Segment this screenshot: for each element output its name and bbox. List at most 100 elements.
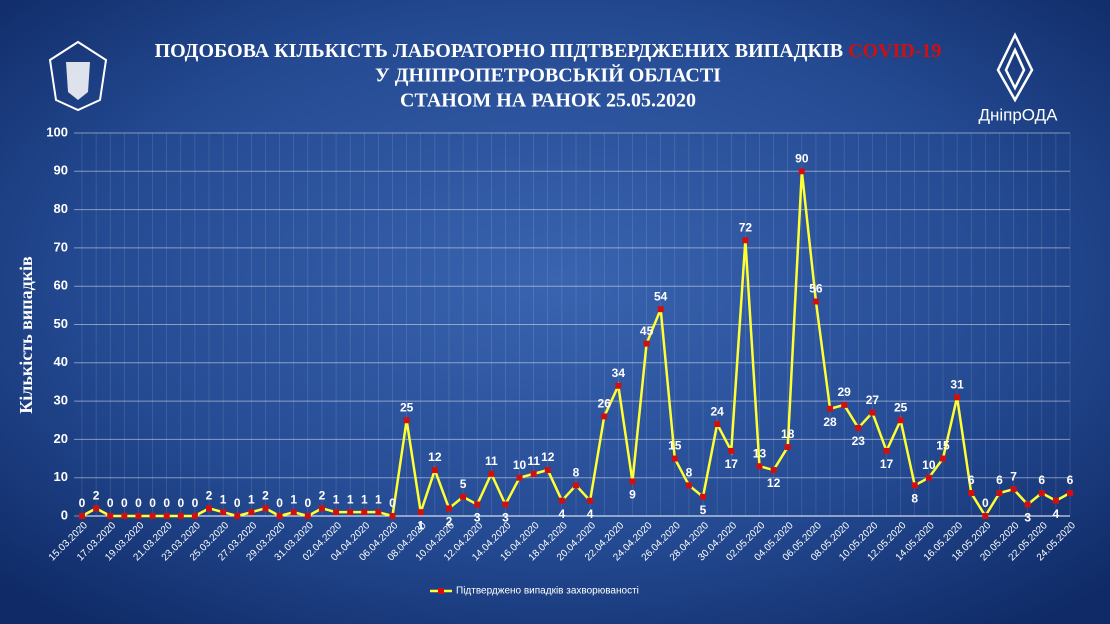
data-point (798, 168, 805, 175)
data-point (812, 298, 819, 305)
data-label: 2 (206, 489, 213, 503)
coat-of-arms (48, 40, 108, 112)
data-label: 90 (795, 151, 809, 165)
title-line: ПОДОБОВА КІЛЬКІСТЬ ЛАБОРАТОРНО ПІДТВЕРДЖ… (155, 40, 844, 62)
data-point (79, 513, 85, 519)
data-point (1067, 490, 1073, 497)
data-label: 5 (700, 503, 707, 517)
data-label: 54 (654, 289, 668, 303)
data-point (516, 474, 523, 481)
legend-label: Підтверджено випадків захворюваності (456, 586, 639, 597)
data-label: 0 (192, 496, 199, 510)
data-point (1052, 497, 1059, 504)
data-point (1024, 501, 1031, 508)
data-point (784, 444, 791, 451)
data-point (318, 505, 325, 512)
data-point (488, 470, 495, 477)
data-point (347, 509, 354, 516)
data-label: 10 (513, 458, 527, 472)
data-label: 0 (79, 496, 86, 510)
data-point (530, 470, 537, 477)
data-point (502, 501, 509, 508)
data-point (149, 513, 156, 519)
data-label: 0 (107, 496, 114, 510)
data-point (234, 513, 241, 519)
y-tick-label: 80 (54, 201, 68, 216)
data-label: 4 (559, 507, 566, 521)
data-label: 45 (640, 324, 654, 338)
data-label: 0 (177, 496, 184, 510)
data-label: 6 (1067, 473, 1074, 487)
data-label: 12 (767, 476, 781, 490)
data-label: 3 (502, 511, 509, 525)
data-point (333, 509, 340, 516)
data-point (770, 467, 777, 474)
y-tick-label: 50 (54, 316, 68, 331)
data-label: 0 (304, 496, 311, 510)
data-point (911, 482, 918, 489)
data-point (417, 509, 424, 516)
data-label: 12 (541, 450, 555, 464)
data-point (431, 467, 438, 474)
data-point (685, 482, 692, 489)
data-label: 0 (389, 496, 396, 510)
data-point (304, 513, 311, 519)
data-point (841, 401, 848, 408)
data-point (445, 505, 452, 512)
data-point (897, 417, 904, 424)
data-label: 0 (121, 496, 128, 510)
data-label: 15 (668, 439, 682, 453)
data-label: 25 (400, 400, 414, 414)
data-point (544, 467, 551, 474)
data-point (827, 405, 834, 412)
data-point (389, 513, 396, 519)
data-label: 8 (911, 492, 918, 506)
data-point (615, 382, 622, 389)
data-point (573, 482, 579, 489)
data-point (135, 513, 142, 519)
logo: ДніпрОДА (978, 32, 1058, 124)
data-label: 1 (417, 518, 424, 532)
data-label: 3 (474, 511, 481, 525)
data-point (191, 513, 198, 519)
data-point (1038, 490, 1045, 497)
data-label: 27 (866, 393, 880, 407)
data-point (728, 447, 735, 454)
y-tick-label: 20 (54, 431, 68, 446)
y-tick-label: 100 (46, 124, 68, 139)
data-point (925, 474, 932, 481)
data-label: 11 (485, 454, 498, 468)
data-label: 17 (880, 457, 894, 471)
data-label: 28 (823, 415, 837, 429)
data-point (163, 513, 170, 519)
y-tick-label: 10 (54, 469, 68, 484)
data-point (629, 478, 636, 485)
data-label: 0 (163, 496, 170, 510)
data-point (954, 394, 961, 401)
data-label: 1 (248, 492, 255, 506)
y-tick-label: 40 (54, 354, 68, 369)
data-point (982, 513, 989, 519)
data-label: 7 (1010, 469, 1017, 483)
data-label: 5 (460, 477, 467, 491)
data-point (996, 490, 1003, 497)
data-label: 6 (1038, 473, 1045, 487)
data-point (290, 509, 297, 516)
data-label: 72 (739, 220, 753, 234)
y-tick-label: 60 (54, 278, 68, 293)
data-point (361, 509, 368, 516)
data-label: 1 (290, 492, 297, 506)
logo-text: ДніпрОДА (978, 105, 1058, 124)
data-point (220, 509, 227, 516)
data-label: 3 (1024, 511, 1031, 525)
data-label: 18 (781, 427, 795, 441)
data-label: 23 (852, 434, 866, 448)
data-label: 6 (968, 473, 975, 487)
data-point (177, 513, 184, 519)
data-label: 34 (612, 366, 626, 380)
data-point (968, 490, 975, 497)
data-point (742, 237, 749, 244)
y-tick-label: 0 (61, 507, 68, 522)
data-point (558, 497, 565, 504)
